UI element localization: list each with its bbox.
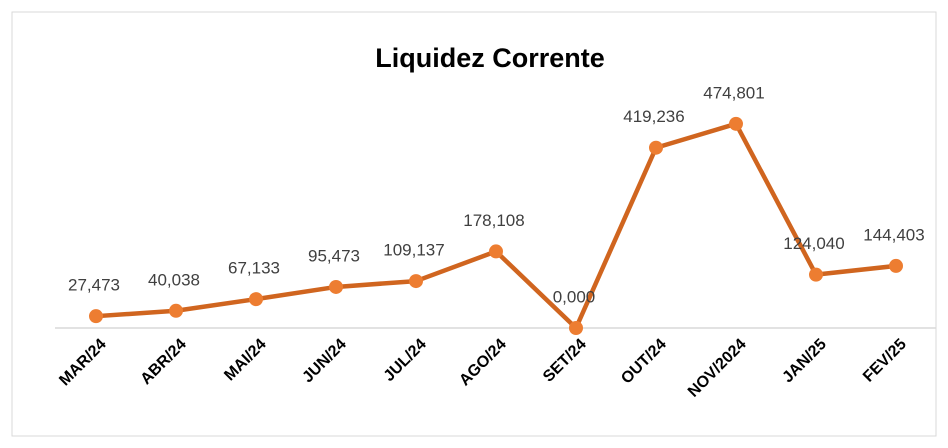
point [169,303,183,318]
chart-title: Liquidez Corrente [375,43,605,73]
chart-border [11,11,937,437]
value-label: 474,801 [703,83,764,102]
value-label: 95,473 [308,246,360,265]
point [249,292,263,307]
point [889,258,903,273]
point [329,279,343,294]
value-label: 40,038 [148,270,200,289]
point [569,321,583,335]
point [729,116,743,131]
point [809,267,823,282]
value-label: 419,236 [623,107,684,126]
value-label: 124,040 [783,234,844,253]
value-label: 144,403 [863,225,924,244]
value-label: 109,137 [383,241,444,260]
point [409,274,423,289]
value-label: 27,473 [68,276,120,295]
value-label: 67,133 [228,259,280,278]
point [89,309,103,324]
value-label: 0,000 [553,287,596,306]
point [649,140,663,155]
value-label: 178,108 [463,211,524,230]
point [489,244,503,259]
